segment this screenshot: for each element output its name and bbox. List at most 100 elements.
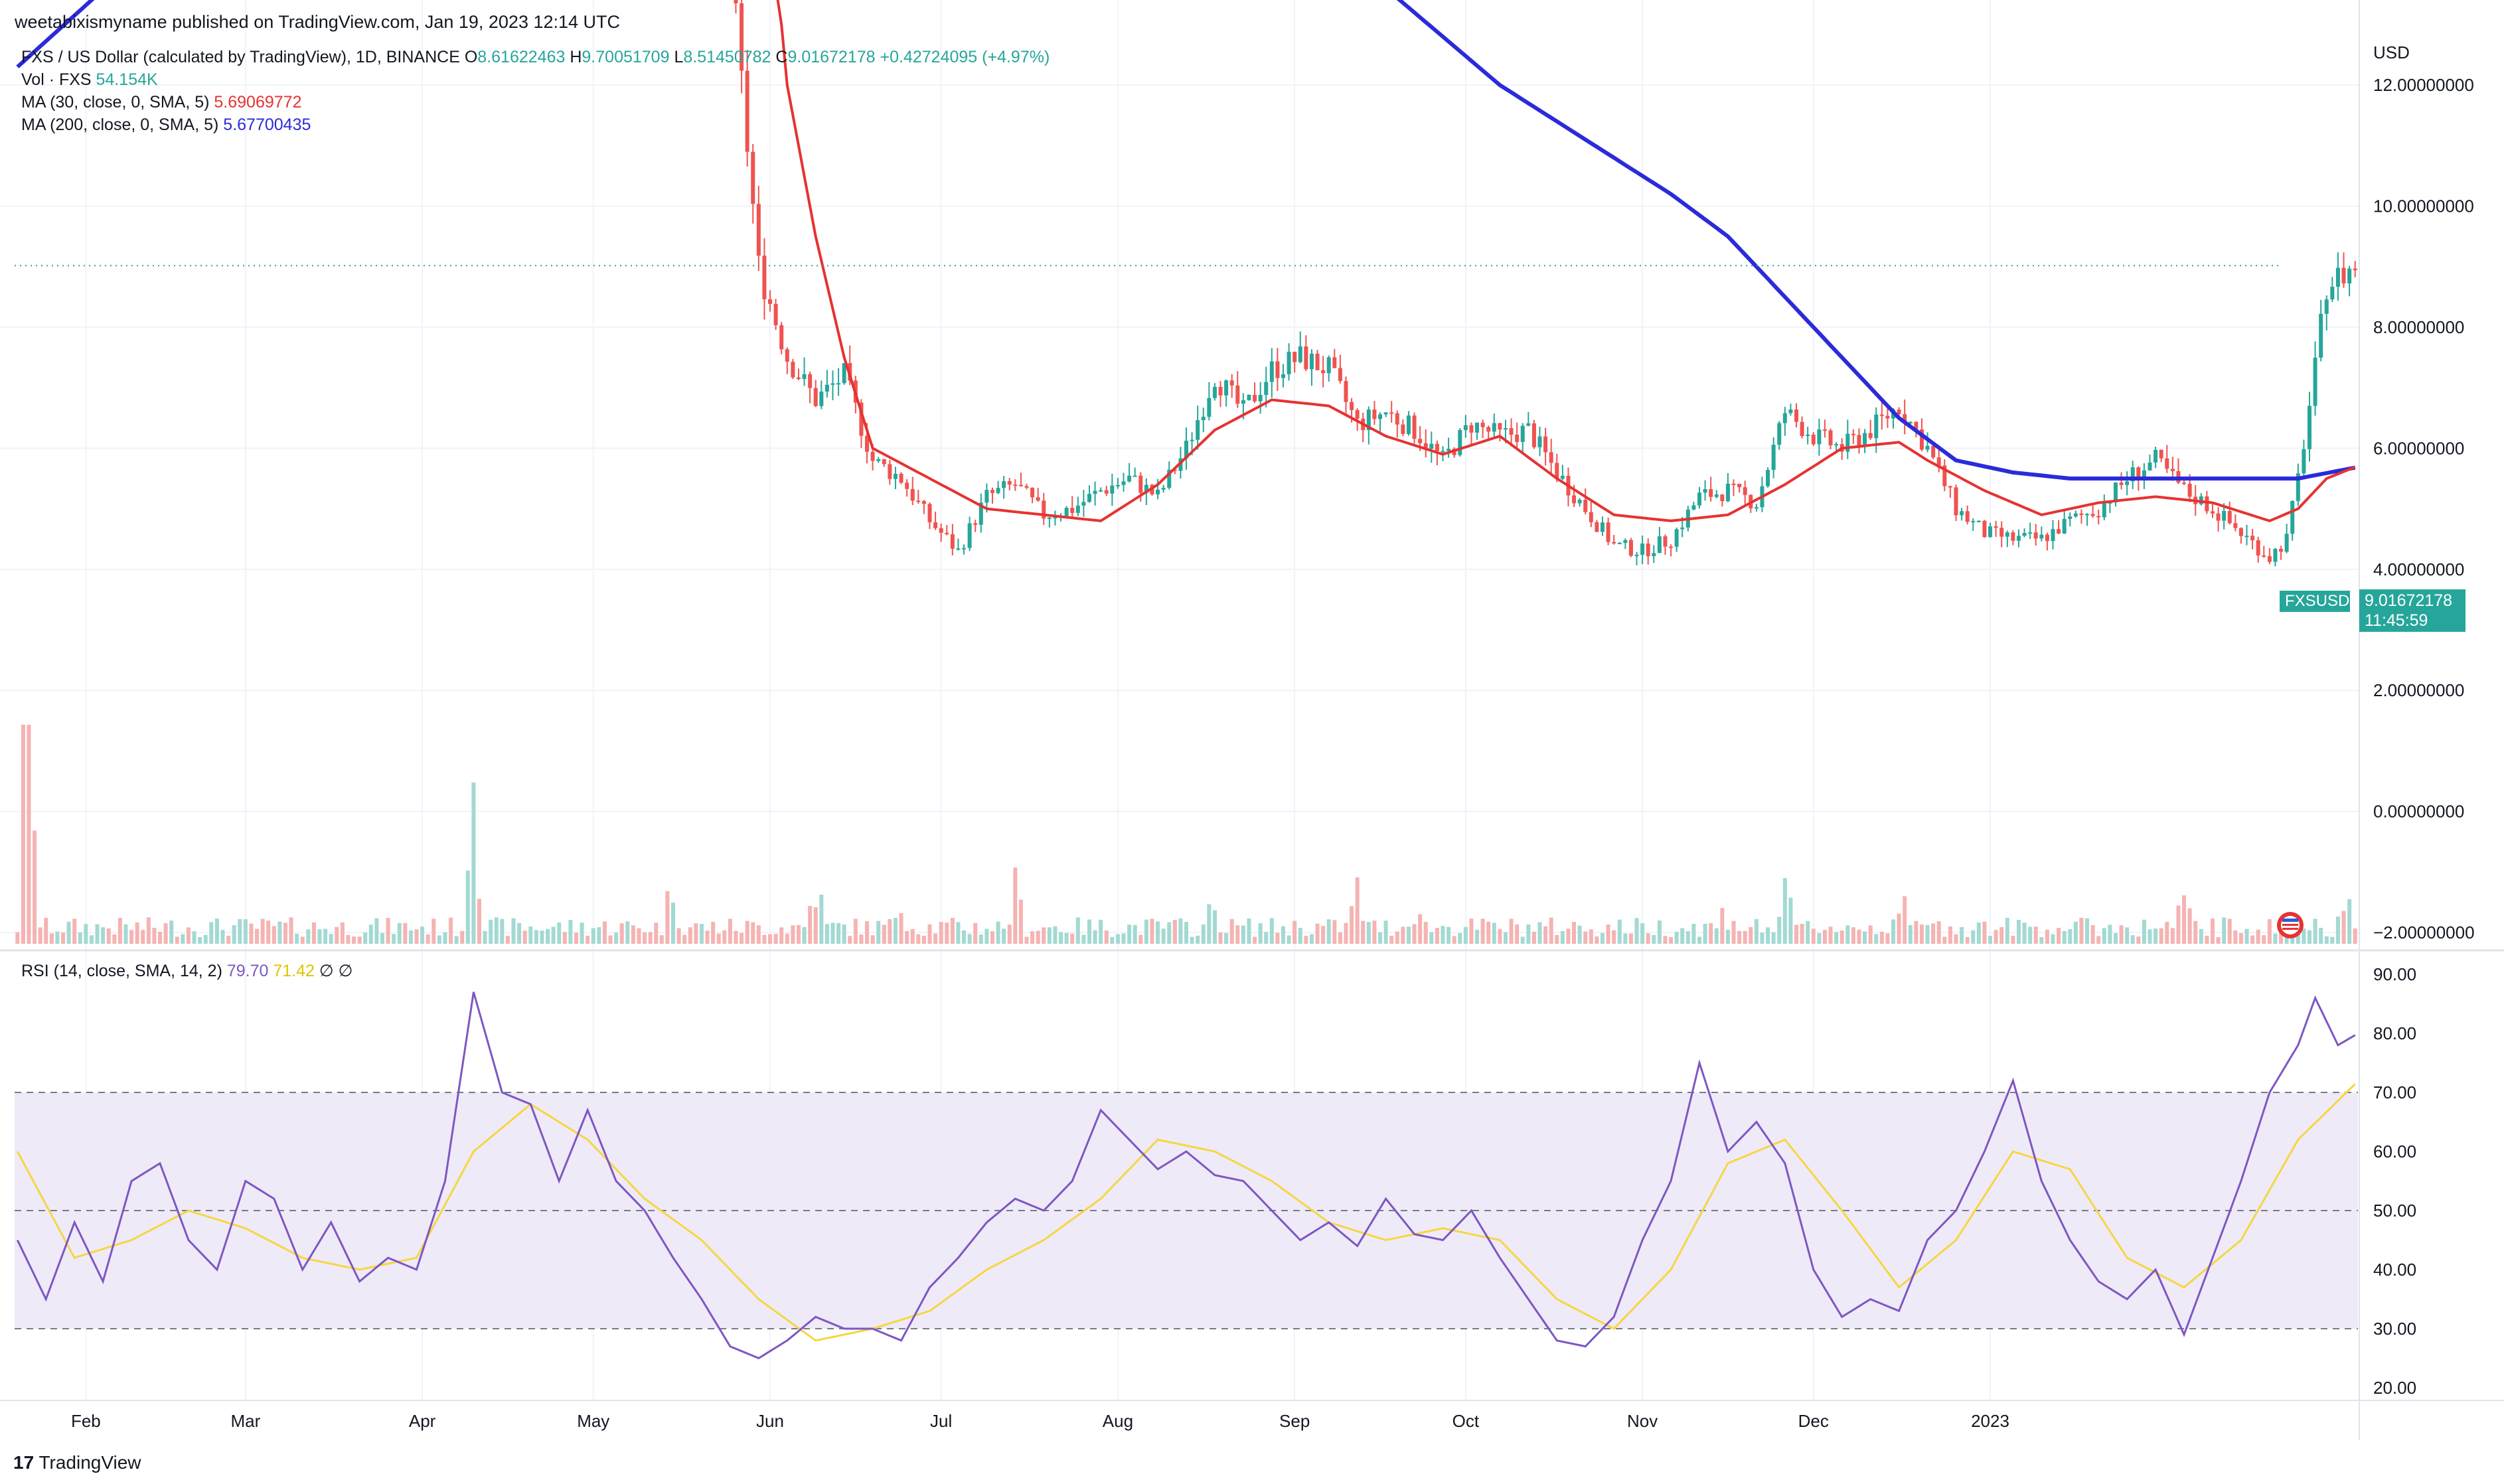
volume-bar (232, 925, 236, 944)
volume-bar (1087, 919, 1091, 944)
candle-body (1435, 443, 1439, 451)
price-tick-label: 12.00000000 (2373, 75, 2474, 95)
candle-body (1703, 488, 1707, 493)
volume-bar (1441, 926, 1445, 944)
volume-bar (1042, 927, 1046, 944)
volume-bar (2142, 919, 2146, 944)
candle-body (1144, 484, 1148, 493)
volume-bar (1304, 936, 1308, 944)
volume-bar (711, 921, 716, 944)
candle-body (1121, 481, 1126, 485)
symbol-legend[interactable]: FXS / US Dollar (calculated by TradingVi… (21, 48, 1050, 67)
candle-body (1475, 422, 1480, 433)
candle-body (842, 363, 846, 384)
volume-bar (106, 928, 111, 944)
candle-body (1663, 536, 1668, 547)
volume-bar (2233, 930, 2238, 944)
candle-body (1526, 423, 1531, 426)
volume-bar (586, 935, 590, 944)
volume-bar (1903, 896, 1907, 944)
volume-bar (2347, 899, 2352, 944)
candle-body (756, 204, 761, 256)
volume-bar (255, 928, 260, 944)
volume-bar (848, 936, 852, 944)
volume-bar (1634, 918, 1639, 944)
candle-body (2045, 534, 2049, 542)
candle-body (1766, 470, 1770, 486)
candle-body (1537, 436, 1542, 447)
candle-body (836, 383, 841, 385)
volume-bar (2005, 917, 2009, 944)
tradingview-logo[interactable]: 17 TradingView (13, 1452, 141, 1473)
rsi-extra: ∅ ∅ (319, 962, 353, 980)
volume-bar (1583, 931, 1588, 944)
volume-bar (1361, 921, 1366, 944)
volume-bar (1344, 923, 1348, 944)
volume-bar (2062, 930, 2067, 944)
candle-body (802, 374, 807, 379)
ohlc-low-label: L (674, 48, 684, 66)
candle-body (967, 523, 972, 548)
volume-bar (1509, 919, 1514, 944)
volume-bar (1743, 930, 1747, 944)
time-tick-label: Jul (930, 1411, 952, 1431)
candle-body (2011, 532, 2015, 541)
volume-bar (420, 927, 425, 944)
volume-bar (146, 917, 151, 944)
volume-bar (791, 925, 795, 944)
volume-bar (1874, 934, 1879, 944)
ma30-legend[interactable]: MA (30, close, 0, SMA, 5) 5.69069772 (21, 93, 301, 112)
rsi-legend[interactable]: RSI (14, close, SMA, 14, 2) 79.70 71.42 … (21, 961, 352, 981)
volume-bar (368, 925, 373, 944)
volume-bar (1669, 936, 1674, 944)
volume-bar (1891, 919, 1896, 944)
volume-bar (1258, 923, 1263, 944)
volume-bar (756, 925, 761, 944)
candle-body (870, 451, 875, 461)
volume-bar (853, 919, 858, 944)
candle-body (1030, 487, 1035, 498)
volume-bar (1372, 921, 1377, 944)
candle-body (1042, 500, 1046, 519)
volume-bar (101, 927, 106, 944)
volume-bar (2148, 929, 2152, 944)
candle-body (785, 349, 789, 362)
candle-body (1623, 540, 1628, 543)
volume-bar (2187, 908, 2192, 944)
candle-body (1583, 500, 1588, 512)
volume-bar (1606, 924, 1610, 944)
candle-body (876, 459, 881, 461)
candle-body (1047, 517, 1052, 519)
volume-bar (1480, 919, 1485, 944)
candle-body (1646, 543, 1650, 557)
volume-bar (728, 919, 732, 944)
candle-body (2148, 462, 2152, 471)
volume-bar (824, 924, 829, 944)
volume-bar (60, 932, 66, 944)
ma200-legend[interactable]: MA (200, close, 0, SMA, 5) 5.67700435 (21, 115, 311, 135)
candle-body (791, 362, 795, 378)
volume-bar (1452, 936, 1456, 944)
volume-legend[interactable]: Vol · FXS 54.154K (21, 70, 158, 90)
volume-bar (2227, 919, 2232, 944)
volume-bar (2205, 935, 2209, 944)
volume-bar (2130, 935, 2135, 944)
volume-bar (289, 917, 293, 944)
candle-body (2267, 556, 2272, 562)
volume-bar (517, 923, 522, 944)
volume-bar (1919, 925, 1924, 944)
volume-bar (1526, 924, 1531, 944)
candle-body (824, 384, 829, 392)
candle-body (813, 388, 818, 406)
volume-bar (1720, 908, 1725, 944)
ohlc-low-value: 8.51450782 (683, 48, 771, 66)
volume-bar (1241, 925, 1245, 944)
volume-bar (1059, 932, 1063, 944)
candle-body (1817, 429, 1822, 445)
volume-bar (1811, 928, 1816, 944)
volume-bar (1332, 920, 1337, 944)
candle-body (1885, 415, 1890, 419)
candle-body (1013, 484, 1018, 486)
volume-bar (1994, 930, 1998, 944)
